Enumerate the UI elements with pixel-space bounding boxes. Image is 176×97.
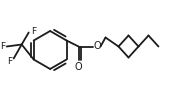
Text: O: O — [94, 41, 101, 51]
Text: F: F — [7, 57, 12, 66]
Text: O: O — [75, 62, 82, 72]
Text: F: F — [0, 42, 5, 51]
Text: F: F — [31, 27, 36, 36]
